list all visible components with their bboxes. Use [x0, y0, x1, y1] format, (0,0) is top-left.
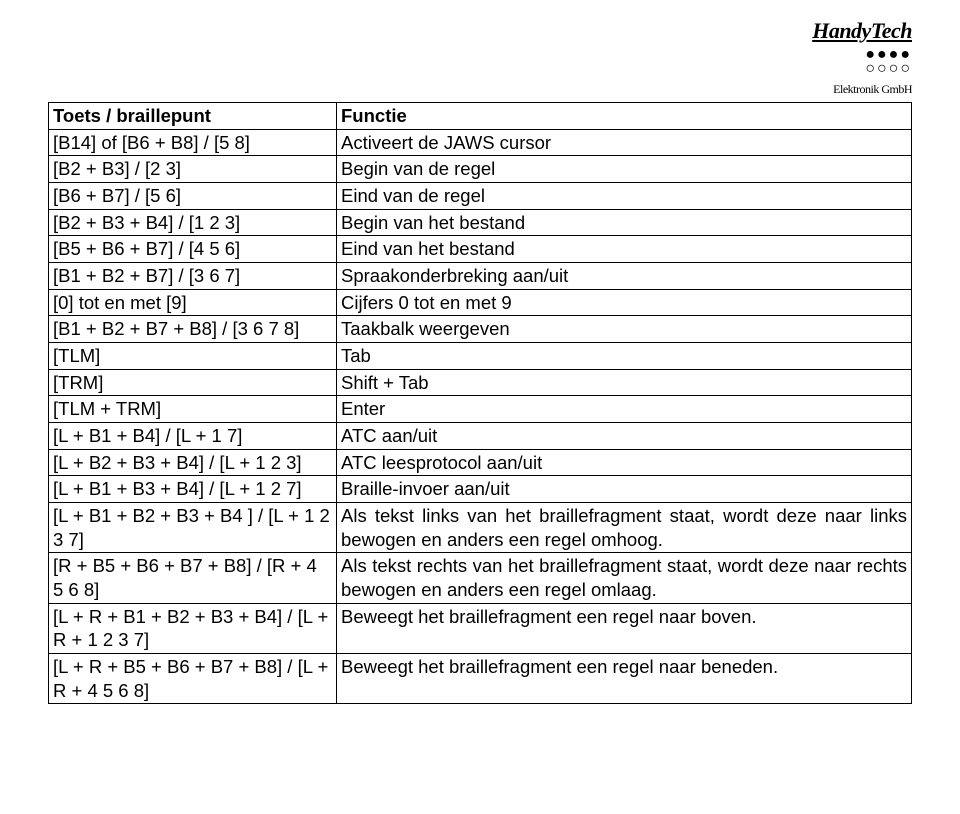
- table-row: [L + R + B1 + B2 + B3 + B4] / [L + R + 1…: [49, 603, 912, 653]
- table-cell: [L + B2 + B3 + B4] / [L + 1 2 3]: [49, 449, 337, 476]
- table-cell: [R + B5 + B6 + B7 + B8] / [R + 4 5 6 8]: [49, 553, 337, 603]
- table-cell: Functie: [337, 103, 912, 130]
- table-row: [TLM + TRM]Enter: [49, 396, 912, 423]
- table-cell: [B2 + B3 + B4] / [1 2 3]: [49, 209, 337, 236]
- table-cell: Enter: [337, 396, 912, 423]
- table-cell: [B14] of [B6 + B8] / [5 8]: [49, 129, 337, 156]
- table-cell: Beweegt het braillefragment een regel na…: [337, 603, 912, 653]
- brand-subline: Elektronik GmbH: [812, 83, 912, 95]
- table-row: [B1 + B2 + B7] / [3 6 7]Spraakonderbreki…: [49, 263, 912, 290]
- table-cell: [B5 + B6 + B7] / [4 5 6]: [49, 236, 337, 263]
- table-cell: Shift + Tab: [337, 369, 912, 396]
- table-cell: [0] tot en met [9]: [49, 289, 337, 316]
- table-cell: [L + R + B1 + B2 + B3 + B4] / [L + R + 1…: [49, 603, 337, 653]
- table-cell: Toets / braillepunt: [49, 103, 337, 130]
- table-cell: Tab: [337, 343, 912, 370]
- table-row: [B14] of [B6 + B8] / [5 8]Activeert de J…: [49, 129, 912, 156]
- table-cell: [L + R + B5 + B6 + B7 + B8] / [L + R + 4…: [49, 654, 337, 704]
- table-cell: Eind van de regel: [337, 183, 912, 210]
- table-row: [B2 + B3] / [2 3]Begin van de regel: [49, 156, 912, 183]
- table-row: [L + B1 + B4] / [L + 1 7]ATC aan/uit: [49, 423, 912, 450]
- table-cell: Begin van de regel: [337, 156, 912, 183]
- brand-dot-pattern: ●●●●○○○○: [812, 48, 912, 77]
- table-row: [TRM]Shift + Tab: [49, 369, 912, 396]
- table-row: [0] tot en met [9]Cijfers 0 tot en met 9: [49, 289, 912, 316]
- table-header-row: Toets / braillepuntFunctie: [49, 103, 912, 130]
- brand-name: HandyTech: [812, 20, 912, 42]
- table-cell: Beweegt het braillefragment een regel na…: [337, 654, 912, 704]
- table-row: [L + B2 + B3 + B4] / [L + 1 2 3]ATC lees…: [49, 449, 912, 476]
- table-cell: ATC leesprotocol aan/uit: [337, 449, 912, 476]
- table-cell: Cijfers 0 tot en met 9: [337, 289, 912, 316]
- brand-logo: HandyTech ●●●●○○○○ Elektronik GmbH: [812, 20, 912, 95]
- table-row: [B5 + B6 + B7] / [4 5 6]Eind van het bes…: [49, 236, 912, 263]
- table-row: [R + B5 + B6 + B7 + B8] / [R + 4 5 6 8]A…: [49, 553, 912, 603]
- table-cell: Als tekst links van het braillefragment …: [337, 503, 912, 553]
- table-cell: [L + B1 + B4] / [L + 1 7]: [49, 423, 337, 450]
- table-row: [L + B1 + B3 + B4] / [L + 1 2 7]Braille-…: [49, 476, 912, 503]
- table-cell: [TRM]: [49, 369, 337, 396]
- table-cell: [L + B1 + B3 + B4] / [L + 1 2 7]: [49, 476, 337, 503]
- table-row: [L + R + B5 + B6 + B7 + B8] / [L + R + 4…: [49, 654, 912, 704]
- table-row: [B2 + B3 + B4] / [1 2 3]Begin van het be…: [49, 209, 912, 236]
- shortcuts-table: Toets / braillepuntFunctie[B14] of [B6 +…: [48, 102, 912, 704]
- table-cell: Eind van het bestand: [337, 236, 912, 263]
- table-cell: [B6 + B7] / [5 6]: [49, 183, 337, 210]
- table-cell: [B2 + B3] / [2 3]: [49, 156, 337, 183]
- table-cell: Spraakonderbreking aan/uit: [337, 263, 912, 290]
- table-cell: ATC aan/uit: [337, 423, 912, 450]
- table-cell: [TLM]: [49, 343, 337, 370]
- table-cell: [B1 + B2 + B7 + B8] / [3 6 7 8]: [49, 316, 337, 343]
- table-cell: [B1 + B2 + B7] / [3 6 7]: [49, 263, 337, 290]
- table-cell: Begin van het bestand: [337, 209, 912, 236]
- table-row: [L + B1 + B2 + B3 + B4 ] / [L + 1 2 3 7]…: [49, 503, 912, 553]
- table-cell: Als tekst rechts van het braillefragment…: [337, 553, 912, 603]
- table-cell: Activeert de JAWS cursor: [337, 129, 912, 156]
- table-row: [TLM]Tab: [49, 343, 912, 370]
- table-row: [B1 + B2 + B7 + B8] / [3 6 7 8]Taakbalk …: [49, 316, 912, 343]
- table-row: [B6 + B7] / [5 6]Eind van de regel: [49, 183, 912, 210]
- table-cell: [L + B1 + B2 + B3 + B4 ] / [L + 1 2 3 7]: [49, 503, 337, 553]
- table-cell: [TLM + TRM]: [49, 396, 337, 423]
- table-cell: Braille-invoer aan/uit: [337, 476, 912, 503]
- table-cell: Taakbalk weergeven: [337, 316, 912, 343]
